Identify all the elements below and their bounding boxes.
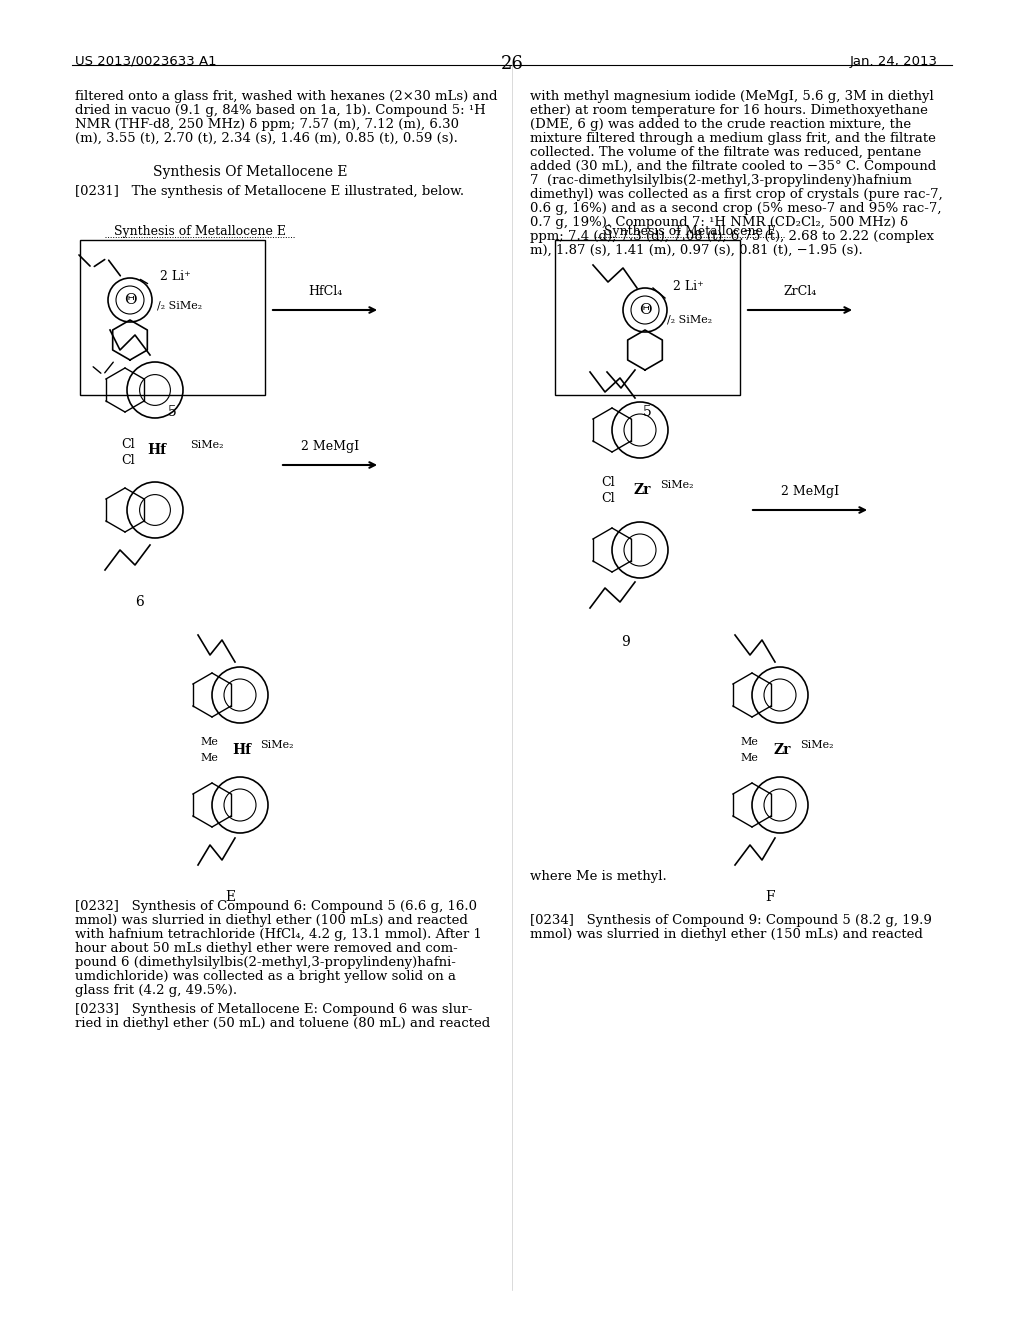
Text: umdichloride) was collected as a bright yellow solid on a: umdichloride) was collected as a bright … — [75, 970, 456, 983]
Text: Synthesis of Metallocene E: Synthesis of Metallocene E — [114, 224, 286, 238]
Bar — [555, 240, 740, 395]
Text: Me: Me — [740, 737, 758, 747]
Text: [0232]   Synthesis of Compound 6: Compound 5 (6.6 g, 16.0: [0232] Synthesis of Compound 6: Compound… — [75, 900, 477, 913]
Bar — [80, 240, 265, 395]
Text: /₂ SiMe₂: /₂ SiMe₂ — [667, 315, 712, 325]
Text: Θ: Θ — [639, 304, 651, 317]
Text: NMR (THF-d8, 250 MHz) δ ppm; 7.57 (m), 7.12 (m), 6.30: NMR (THF-d8, 250 MHz) δ ppm; 7.57 (m), 7… — [75, 117, 459, 131]
Text: where Me is methyl.: where Me is methyl. — [530, 870, 667, 883]
Text: 2 MeMgI: 2 MeMgI — [301, 440, 359, 453]
Text: ppm; 7.4 (d), 7.3 (d), 7.08 (t), 6.75 (t), 2.68 to 2.22 (complex: ppm; 7.4 (d), 7.3 (d), 7.08 (t), 6.75 (t… — [530, 230, 934, 243]
Text: Hf: Hf — [232, 743, 252, 756]
Text: Cl: Cl — [122, 438, 135, 451]
Text: Me: Me — [200, 737, 218, 747]
Text: US 2013/0023633 A1: US 2013/0023633 A1 — [75, 55, 217, 69]
Text: 0.7 g, 19%). Compound 7: ¹H NMR (CD₂Cl₂, 500 MHz) δ: 0.7 g, 19%). Compound 7: ¹H NMR (CD₂Cl₂,… — [530, 216, 908, 228]
Text: F: F — [765, 890, 775, 904]
Text: 6: 6 — [135, 595, 144, 609]
Text: glass frit (4.2 g, 49.5%).: glass frit (4.2 g, 49.5%). — [75, 983, 238, 997]
Text: SiMe₂: SiMe₂ — [800, 741, 834, 750]
Text: filtered onto a glass frit, washed with hexanes (2×30 mLs) and: filtered onto a glass frit, washed with … — [75, 90, 498, 103]
Text: 9: 9 — [621, 635, 630, 649]
Text: 7  (rac-dimethylsilylbis(2-methyl,3-propylindeny)hafnium: 7 (rac-dimethylsilylbis(2-methyl,3-propy… — [530, 174, 912, 187]
Text: Zr: Zr — [773, 743, 791, 756]
Text: Cl: Cl — [601, 475, 615, 488]
Text: hour about 50 mLs diethyl ether were removed and com-: hour about 50 mLs diethyl ether were rem… — [75, 942, 458, 954]
Text: m), 1.87 (s), 1.41 (m), 0.97 (s), 0.81 (t), −1.95 (s).: m), 1.87 (s), 1.41 (m), 0.97 (s), 0.81 (… — [530, 244, 863, 257]
Text: 2 MeMgI: 2 MeMgI — [781, 484, 839, 498]
Text: (DME, 6 g) was added to the crude reaction mixture, the: (DME, 6 g) was added to the crude reacti… — [530, 117, 911, 131]
Text: ether) at room temperature for 16 hours. Dimethoxyethane: ether) at room temperature for 16 hours.… — [530, 104, 928, 117]
Text: [0233]   Synthesis of Metallocene E: Compound 6 was slur-: [0233] Synthesis of Metallocene E: Compo… — [75, 1003, 472, 1016]
Text: ZrCl₄: ZrCl₄ — [783, 285, 816, 298]
Text: 2 Li⁺: 2 Li⁺ — [160, 271, 190, 282]
Text: pound 6 (dimethylsilylbis(2-methyl,3-propylindeny)hafni-: pound 6 (dimethylsilylbis(2-methyl,3-pro… — [75, 956, 456, 969]
Text: (m), 3.55 (t), 2.70 (t), 2.34 (s), 1.46 (m), 0.85 (t), 0.59 (s).: (m), 3.55 (t), 2.70 (t), 2.34 (s), 1.46 … — [75, 132, 458, 145]
Text: mmol) was slurried in diethyl ether (150 mLs) and reacted: mmol) was slurried in diethyl ether (150… — [530, 928, 923, 941]
Text: 0.6 g, 16%) and as a second crop (5% meso-7 and 95% rac-7,: 0.6 g, 16%) and as a second crop (5% mes… — [530, 202, 941, 215]
Text: with methyl magnesium iodide (MeMgI, 5.6 g, 3M in diethyl: with methyl magnesium iodide (MeMgI, 5.6… — [530, 90, 934, 103]
Text: SiMe₂: SiMe₂ — [260, 741, 294, 750]
Text: Cl: Cl — [601, 491, 615, 504]
Text: E: E — [225, 890, 236, 904]
Text: 26: 26 — [501, 55, 523, 73]
Text: Synthesis of Metallocene F: Synthesis of Metallocene F — [604, 224, 776, 238]
Text: Synthesis Of Metallocene E: Synthesis Of Metallocene E — [153, 165, 347, 180]
Text: SiMe₂: SiMe₂ — [660, 480, 693, 490]
Text: dimethyl) was collected as a first crop of crystals (pure rac-7,: dimethyl) was collected as a first crop … — [530, 187, 943, 201]
Text: Me: Me — [740, 752, 758, 763]
Text: ried in diethyl ether (50 mL) and toluene (80 mL) and reacted: ried in diethyl ether (50 mL) and toluen… — [75, 1016, 490, 1030]
Text: 5: 5 — [168, 405, 177, 418]
Text: Zr: Zr — [633, 483, 650, 498]
Text: SiMe₂: SiMe₂ — [190, 440, 223, 450]
Text: [0231]   The synthesis of Metallocene E illustrated, below.: [0231] The synthesis of Metallocene E il… — [75, 185, 464, 198]
Text: /₂ SiMe₂: /₂ SiMe₂ — [157, 300, 202, 310]
Text: with hafnium tetrachloride (HfCl₄, 4.2 g, 13.1 mmol). After 1: with hafnium tetrachloride (HfCl₄, 4.2 g… — [75, 928, 482, 941]
Text: collected. The volume of the filtrate was reduced, pentane: collected. The volume of the filtrate wa… — [530, 147, 922, 158]
Text: mixture filtered through a medium glass frit, and the filtrate: mixture filtered through a medium glass … — [530, 132, 936, 145]
Text: HfCl₄: HfCl₄ — [308, 285, 342, 298]
Text: Me: Me — [200, 752, 218, 763]
Text: mmol) was slurried in diethyl ether (100 mLs) and reacted: mmol) was slurried in diethyl ether (100… — [75, 913, 468, 927]
Text: Jan. 24, 2013: Jan. 24, 2013 — [850, 55, 938, 69]
Text: added (30 mL), and the filtrate cooled to −35° C. Compound: added (30 mL), and the filtrate cooled t… — [530, 160, 936, 173]
Text: Θ: Θ — [124, 293, 136, 308]
Text: [0234]   Synthesis of Compound 9: Compound 5 (8.2 g, 19.9: [0234] Synthesis of Compound 9: Compound… — [530, 913, 932, 927]
Text: 2 Li⁺: 2 Li⁺ — [673, 280, 703, 293]
Text: Hf: Hf — [147, 444, 167, 457]
Text: dried in vacuo (9.1 g, 84% based on 1a, 1b). Compound 5: ¹H: dried in vacuo (9.1 g, 84% based on 1a, … — [75, 104, 485, 117]
Text: Cl: Cl — [122, 454, 135, 466]
Text: 5: 5 — [643, 405, 652, 418]
